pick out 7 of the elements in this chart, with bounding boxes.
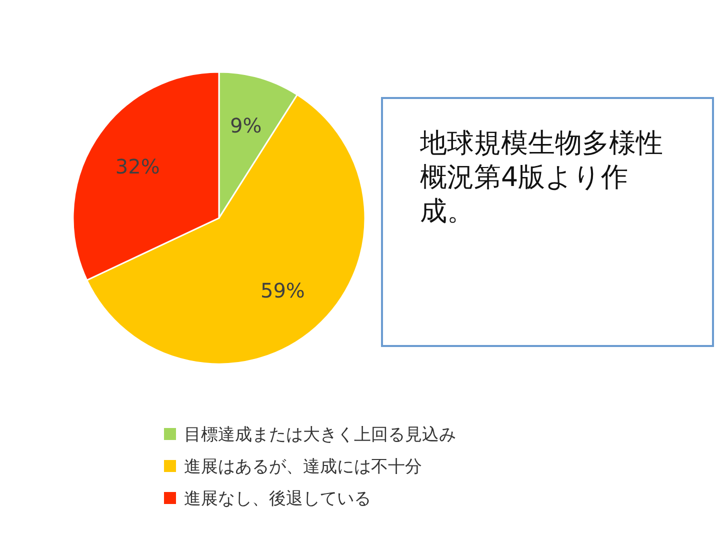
text: 地球規模生物多様性概況第4版より作成。 [420, 127, 664, 229]
data-label: 32% [115, 154, 160, 178]
legend-label: 目標達成または大きく上回る見込み [184, 424, 456, 446]
legend-label: 進展なし、後退している [184, 488, 371, 510]
data-label: 59% [260, 278, 305, 302]
legend-label: 進展はあるが、達成には不十分 [184, 456, 422, 478]
data-label: 9% [230, 113, 262, 138]
